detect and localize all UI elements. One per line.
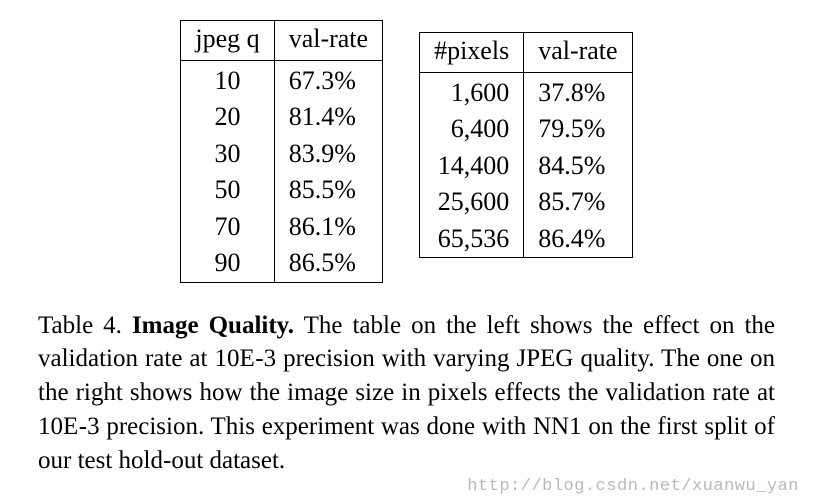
cell: 90 [181,245,274,282]
table-header-row: #pixels val-rate [420,33,633,73]
col-header: val-rate [274,21,382,61]
cell: 83.9% [274,136,382,173]
page-root: jpeg q val-rate 10 67.3% 20 81.4% 30 83.… [0,0,813,504]
tables-container: jpeg q val-rate 10 67.3% 20 81.4% 30 83.… [36,20,777,283]
table-row: 50 85.5% [181,172,383,209]
cell: 14,400 [420,148,524,185]
caption-smallcaps: E [239,345,255,372]
cell: 86.1% [274,209,382,246]
caption-smallcaps: E [63,413,79,440]
col-header: val-rate [524,33,632,73]
col-header: #pixels [420,33,524,73]
cell: 50 [181,172,274,209]
table-jpeg-quality: jpeg q val-rate 10 67.3% 20 81.4% 30 83.… [180,20,383,283]
cell: 65,536 [420,221,524,258]
cell: 6,400 [420,111,524,148]
cell: 20 [181,99,274,136]
table-row: 70 86.1% [181,209,383,246]
table-row: 14,400 84.5% [420,148,633,185]
cell: 1,600 [420,72,524,111]
cell: 37.8% [524,72,632,111]
table-row: 65,536 86.4% [420,221,633,258]
table-row: 90 86.5% [181,245,383,282]
cell: 70 [181,209,274,246]
cell: 81.4% [274,99,382,136]
cell: 67.3% [274,60,382,99]
cell: 30 [181,136,274,173]
cell: 10 [181,60,274,99]
table-header-row: jpeg q val-rate [181,21,383,61]
col-header: jpeg q [181,21,274,61]
cell: 25,600 [420,184,524,221]
table-body: 1,600 37.8% 6,400 79.5% 14,400 84.5% 25,… [420,72,633,258]
table-row: 30 83.9% [181,136,383,173]
cell: 85.5% [274,172,382,209]
table-body: 10 67.3% 20 81.4% 30 83.9% 50 85.5% 70 [181,60,383,282]
cell: 79.5% [524,111,632,148]
cell: 84.5% [524,148,632,185]
table-row: 6,400 79.5% [420,111,633,148]
cell: 86.5% [274,245,382,282]
table-row: 20 81.4% [181,99,383,136]
watermark-text: http://blog.csdn.net/xuanwu_yan [467,477,799,496]
cell: 85.7% [524,184,632,221]
caption-text: -3 precision. This experiment was done w… [38,413,775,474]
table-row: 10 67.3% [181,60,383,99]
table-caption: Table 4. Image Quality. The table on the… [36,309,777,478]
cell: 86.4% [524,221,632,258]
table-row: 1,600 37.8% [420,72,633,111]
table-pixels: #pixels val-rate 1,600 37.8% 6,400 79.5%… [419,32,633,258]
table-row: 25,600 85.7% [420,184,633,221]
caption-label: Table 4. [38,312,122,339]
caption-title: Image Quality. [132,312,294,339]
